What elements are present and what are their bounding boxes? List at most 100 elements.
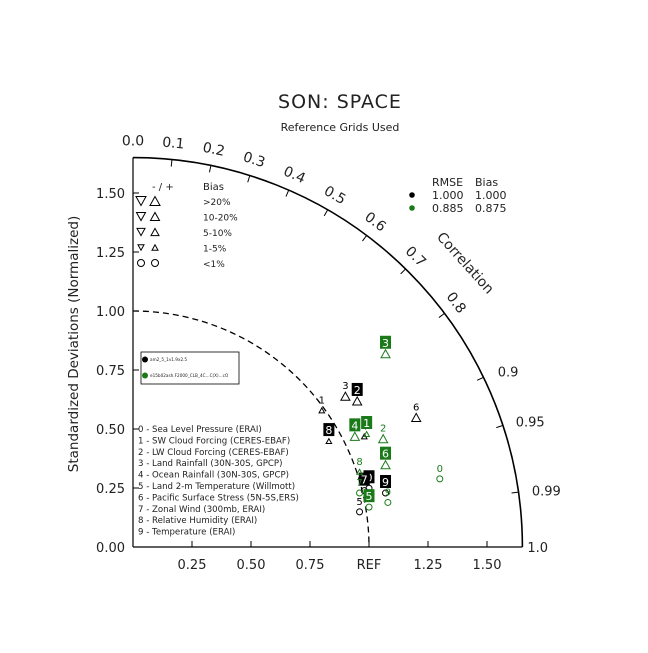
bias-legend-header-bias: Bias — [203, 182, 224, 193]
marker-label: 0 — [437, 464, 443, 475]
correlation-tick-label: 0.3 — [241, 149, 267, 171]
marker-label: 3 — [382, 337, 389, 350]
bias-legend-header-sign: - / + — [152, 182, 174, 193]
marker-label-box — [323, 423, 335, 437]
correlation-tick — [438, 312, 445, 318]
bias-marker-triangle — [318, 406, 326, 414]
variable-legend-item: 9 - Temperature (ERAI) — [138, 528, 235, 538]
bias-circle-icon — [137, 259, 145, 267]
correlation-tick-label: 0.4 — [281, 163, 308, 187]
rmse-legend-rmse: 0.885 — [432, 202, 464, 215]
bias-down-triangle-icon — [136, 227, 146, 237]
correlation-label: Correlation — [433, 229, 497, 297]
correlation-tick-label: 0.8 — [443, 289, 469, 316]
bias-up-triangle-icon — [150, 227, 160, 237]
variable-legend-item: 2 - LW Cloud Forcing (CERES-EBAF) — [138, 448, 289, 458]
rmse-legend-dot-icon — [409, 192, 415, 198]
correlation-tick-label: 0.7 — [402, 243, 429, 270]
variable-legend-item: 7 - Zonal Wind (300mb, ERAI) — [138, 505, 265, 515]
marker-label: 8 — [325, 424, 332, 437]
bias-marker-triangle — [349, 431, 361, 441]
marker-label: 7 — [361, 474, 368, 487]
marker-label: 1 — [319, 395, 325, 406]
x-tick-label: 1.50 — [473, 558, 502, 573]
marker-label-box — [363, 489, 375, 503]
bias-legend-label: <1% — [203, 260, 225, 270]
rmse-legend-bias: 1.000 — [475, 189, 507, 202]
marker-label-box — [380, 475, 392, 488]
case-legend-dot-icon — [142, 372, 148, 379]
correlation-tick-label: 0.2 — [201, 140, 226, 160]
bias-up-triangle-icon — [149, 195, 161, 206]
variable-legend-item: 1 - SW Cloud Forcing (CERES-EBAF) — [138, 436, 290, 446]
marker-label-box — [380, 446, 392, 460]
bias-marker-triangle — [380, 459, 391, 470]
marker-label-box — [358, 472, 370, 486]
chart-title: SON: SPACE — [278, 91, 402, 113]
bias-legend-label: >20% — [203, 198, 231, 208]
bias-marker-triangle — [380, 348, 391, 359]
correlation-tick — [496, 424, 504, 429]
correlation-tick-label: 0.1 — [161, 135, 185, 153]
bias-down-triangle-icon — [135, 196, 147, 207]
correlation-arc — [132, 156, 524, 548]
correlation-tick-label: 0.6 — [361, 209, 388, 235]
y-tick-label: 0.75 — [96, 364, 125, 379]
diagram-legends: - / + Bias>20%10-20%5-10%1-5%<1%RMSE Bias1… — [135, 176, 507, 538]
correlation-tick — [476, 376, 484, 381]
correlation-tick — [247, 175, 251, 183]
correlation-tick — [323, 209, 329, 217]
variable-legend-item: 6 - Pacific Surface Stress (5N-5S,ERS) — [138, 493, 299, 503]
correlation-tick — [208, 165, 212, 173]
bias-legend-label: 1-5% — [203, 245, 227, 255]
bias-marker-triangle — [325, 437, 333, 445]
bias-marker-circle — [356, 489, 364, 497]
marker-label: 4 — [351, 419, 358, 432]
marker-label: 3 — [342, 381, 348, 392]
x-tick-label: 0.50 — [237, 558, 266, 573]
marker-label-box — [380, 335, 392, 349]
marker-label: 6 — [382, 448, 389, 461]
y-tick-label: 1.25 — [96, 246, 125, 261]
marker-label: 6 — [413, 402, 419, 413]
correlation-tick — [285, 189, 290, 197]
rmse-legend-bias: 0.875 — [475, 202, 507, 215]
marker-label: 5 — [356, 497, 362, 508]
case-legend-box — [140, 351, 240, 385]
y-tick-label: 0.25 — [96, 482, 125, 497]
marker-label-box — [361, 416, 373, 429]
marker-label: 8 — [356, 457, 362, 468]
case-legend-label: e15b02ash.F2000_CLB_4C...C(X)...cO — [150, 373, 229, 378]
correlation-tick-label: 0.95 — [516, 416, 545, 431]
marker-label: 9 — [385, 487, 391, 498]
rmse-legend-rmse: 1.000 — [432, 189, 464, 202]
bias-marker-triangle — [363, 430, 371, 437]
bias-circle-icon — [151, 259, 159, 267]
y-tick-label: 0.00 — [96, 541, 125, 556]
marker-label-box — [351, 382, 363, 396]
bias-up-triangle-icon — [149, 211, 161, 222]
correlation-tick-label: 1.0 — [527, 541, 548, 556]
bias-up-triangle-icon — [151, 243, 159, 251]
marker-label: 2 — [354, 384, 361, 397]
variable-legend-item: 4 - Ocean Rainfall (30N-30S, GPCP) — [138, 471, 289, 481]
chart-subtitle: Reference Grids Used — [281, 121, 400, 134]
x-tick-label: 0.25 — [178, 558, 207, 573]
rmse-legend-dot-icon — [409, 205, 415, 211]
x-tick-label: 1.25 — [414, 558, 443, 573]
correlation-tick — [400, 268, 406, 275]
y-tick-label: 1.50 — [96, 187, 125, 202]
rmse-legend-header-rmse: RMSE — [432, 176, 463, 189]
bias-down-triangle-icon — [137, 244, 145, 252]
correlation-tick-label: 0.5 — [321, 183, 348, 208]
marker-label: 5 — [366, 490, 373, 503]
bias-marker-triangle — [410, 412, 422, 423]
bias-marker-triangle — [377, 433, 389, 444]
marker-label: 1 — [363, 417, 370, 430]
marker-label: 2 — [380, 424, 386, 435]
variable-legend-item: 0 - Sea Level Pressure (ERAI) — [138, 425, 262, 435]
marker-label-box — [349, 418, 361, 432]
correlation-tick — [511, 491, 519, 494]
